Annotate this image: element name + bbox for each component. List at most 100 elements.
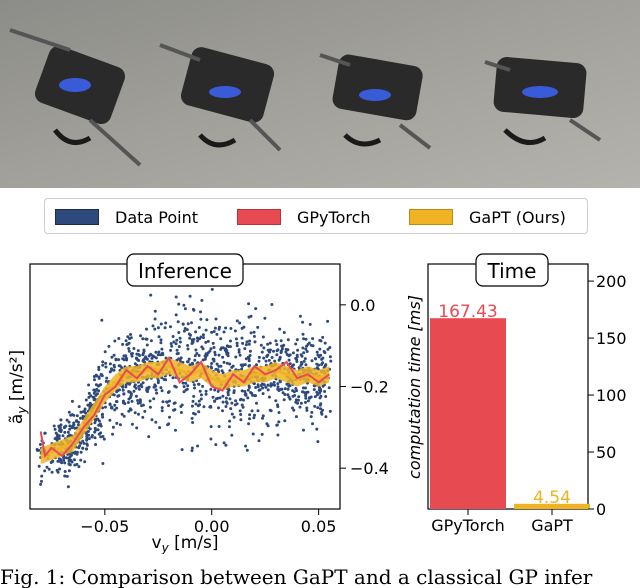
data-point [97,375,101,379]
data-point [276,387,280,391]
data-point [148,399,152,403]
data-point [180,448,184,452]
data-point [257,439,261,443]
data-point [282,398,286,402]
data-point [318,386,321,390]
data-point [138,354,142,357]
drone-icon [484,57,602,145]
data-point [307,396,311,400]
data-point [257,355,261,359]
data-point [280,347,284,351]
data-point [254,394,257,398]
data-point [323,364,327,368]
data-point [68,427,72,431]
data-point [217,353,221,357]
data-point [40,474,44,478]
data-point [178,336,182,340]
data-point [190,321,193,325]
data-point [299,363,303,367]
data-point [208,349,212,353]
data-point [218,325,221,329]
data-point [178,340,182,344]
data-point [266,348,270,352]
data-point [321,335,325,339]
data-point [149,352,153,356]
data-point [86,430,90,433]
data-point [265,354,269,358]
data-point [296,398,300,402]
data-point [188,336,192,340]
data-point [124,339,128,343]
data-point [145,388,149,392]
data-point [296,348,300,352]
data-point [154,350,158,354]
data-point [160,347,164,351]
data-point [142,348,146,352]
data-point [313,357,317,361]
data-point [169,348,173,352]
data-point [240,389,244,393]
data-point [182,329,186,333]
data-point [132,347,136,350]
data-point [149,339,153,343]
data-point [311,422,314,426]
data-point [168,415,171,419]
data-point [201,333,205,337]
data-point [324,395,328,398]
data-point [187,332,191,336]
data-point [197,326,201,329]
y-tick-label: 150 [596,329,627,348]
data-point [126,401,130,404]
data-point [281,391,285,395]
data-point [228,397,232,401]
data-point [77,420,80,424]
data-point [200,345,204,349]
data-point [318,338,322,342]
data-point [67,462,71,466]
data-point [228,345,232,349]
data-point [127,347,131,350]
data-point [50,470,54,474]
data-point [117,358,121,362]
data-point [316,353,320,357]
data-point [326,347,330,351]
data-point [311,344,315,348]
data-point [282,331,286,334]
data-point [197,399,201,403]
data-point [319,402,323,406]
data-point [204,328,208,332]
data-point [73,458,76,462]
data-point [141,403,145,407]
data-point [238,353,242,357]
data-point [278,327,282,331]
data-point [148,405,152,409]
data-point [188,363,192,367]
data-point [328,409,332,413]
data-point [225,361,229,365]
data-point [70,453,73,457]
data-point [299,360,303,364]
time-plot: 167.43 4.54 0 50 100 150 200 GPyTorch GaPT Tim… [405,253,627,535]
data-point [204,340,208,344]
charts-area: −0.05 0.00 0.05 0.0 −0.2 −0.4 Inference vy [… [7,253,627,554]
data-point [81,446,85,450]
legend: Data Point GPyTorch GaPT (Ours) [44,198,588,234]
prediction-lines [39,355,330,465]
data-point [276,382,280,386]
data-point [45,465,49,469]
data-point [91,395,95,399]
data-point [213,399,217,403]
data-point [160,389,164,393]
data-point [204,392,208,396]
data-point [63,474,67,478]
data-point [108,403,112,407]
data-point [70,413,74,417]
data-point [210,287,214,291]
drone-icon [319,53,432,150]
data-point [79,410,83,414]
data-point [247,384,251,388]
data-point [190,446,194,450]
data-point [142,358,146,362]
x-tick-label: 0.05 [301,517,337,536]
data-point [137,384,141,388]
